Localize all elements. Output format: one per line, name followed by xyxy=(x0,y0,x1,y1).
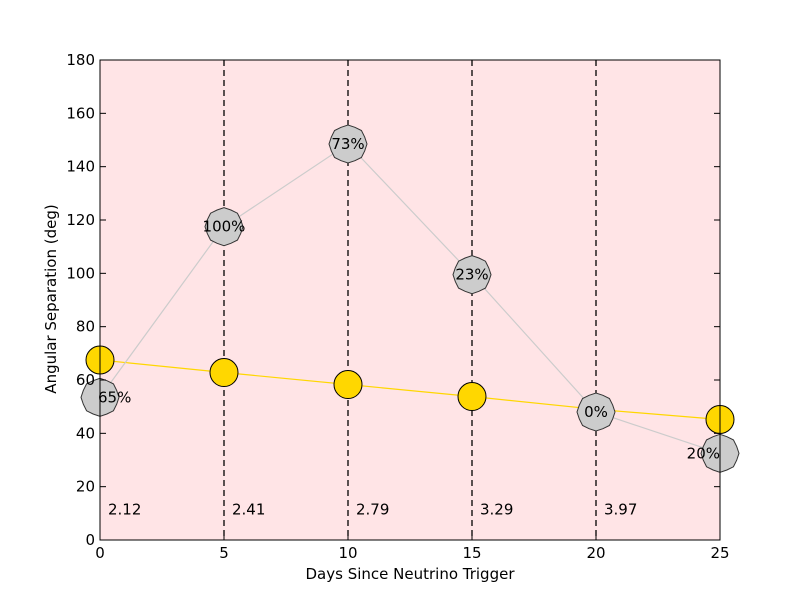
y-tick-label: 0 xyxy=(85,531,95,549)
x-tick-label: 25 xyxy=(710,544,729,562)
y-tick-label: 160 xyxy=(66,104,95,122)
sun-marker xyxy=(457,382,487,412)
moon-marker xyxy=(452,255,492,295)
y-tick-label: 100 xyxy=(66,264,95,282)
bottom-annotation: 3.97 xyxy=(604,501,637,519)
bottom-annotation: 2.12 xyxy=(108,501,141,519)
moon-illumination-label: 0% xyxy=(584,403,608,421)
sun-marker xyxy=(209,358,239,388)
y-tick-label: 120 xyxy=(66,211,95,229)
annotations: 2.12 2.41 2.79 3.29 3.97 xyxy=(108,501,637,519)
moon-illumination-label: 23% xyxy=(455,266,488,284)
y-tick-label: 60 xyxy=(76,371,95,389)
moon-marker xyxy=(328,124,368,164)
series-line-sun xyxy=(99,359,721,421)
plot-background xyxy=(100,60,720,540)
y-tick-label: 140 xyxy=(66,158,95,176)
x-tick-label: 0 xyxy=(95,544,105,562)
bottom-annotation: 2.79 xyxy=(356,501,389,519)
y-tick-label: 80 xyxy=(76,318,95,336)
y-tick-label: 180 xyxy=(66,51,95,69)
moon-illumination-label: 65% xyxy=(98,388,131,406)
y-tick-label: 20 xyxy=(76,478,95,496)
moon-illumination-label: 20% xyxy=(687,444,720,462)
sun-marker xyxy=(333,370,363,400)
series-lines xyxy=(99,143,721,454)
bottom-annotation: 3.29 xyxy=(480,501,513,519)
y-axis-ticks: 0 20 40 60 80 100 120 140 160 180 xyxy=(66,51,720,549)
x-tick-label: 15 xyxy=(462,544,481,562)
bottom-annotation: 2.41 xyxy=(232,501,265,519)
series-line-moon xyxy=(99,143,721,454)
x-axis-label: Days Since Neutrino Trigger xyxy=(306,565,516,583)
x-tick-label: 5 xyxy=(219,544,229,562)
moon-illumination-label: 100% xyxy=(203,218,246,236)
x-axis-ticks: 0 5 10 15 20 25 xyxy=(95,60,730,562)
plot-frame xyxy=(99,59,721,541)
moon-labels: 65% 100% 73% 23% 0% 20% xyxy=(98,135,720,462)
moon-marker xyxy=(204,207,244,247)
x-tick-label: 20 xyxy=(586,544,605,562)
moon-marker xyxy=(576,392,616,432)
series-markers xyxy=(80,124,740,473)
y-axis-label: Angular Separation (deg) xyxy=(42,204,60,393)
moon-illumination-label: 73% xyxy=(331,135,364,153)
y-tick-label: 40 xyxy=(76,424,95,442)
x-tick-label: 10 xyxy=(338,544,357,562)
